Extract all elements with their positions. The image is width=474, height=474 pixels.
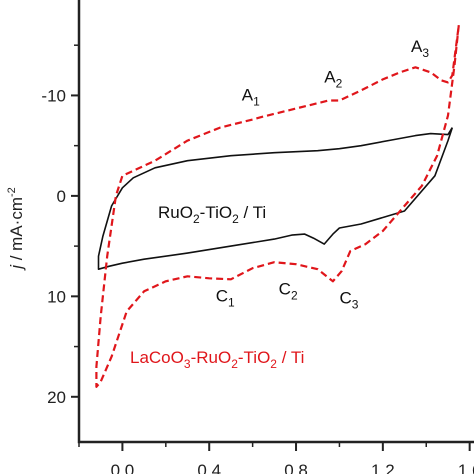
y-tick-label: 20 (47, 388, 66, 407)
y-axis-ticks: -10 0 10 20 (41, 44, 79, 407)
x-tick-label: 1.6 (458, 461, 474, 474)
axis-frame (77, 0, 474, 444)
series-line-ruo2-tio2 (97, 127, 454, 270)
peak-annotation: C1 (216, 286, 235, 309)
y-tick-label: 10 (47, 287, 66, 306)
x-tick-label: 0.0 (111, 461, 135, 474)
y-tick-label: 0 (57, 187, 66, 206)
x-axis-ticks: 0.0 0.4 0.8 1.2 1.6 (78, 442, 474, 474)
series-line-lacoo3-ruo2-tio2 (95, 24, 460, 388)
peak-annotation: A2 (324, 67, 342, 90)
plot-area: -10 0 10 20 0.0 0.4 0.8 1.2 1.6 A1 A2 A3 C1 C2 C3 j … (6, 0, 474, 474)
y-axis-label: j / mA·cm-2 (6, 187, 26, 271)
peak-annotation: A3 (411, 37, 429, 60)
series-layer (95, 24, 460, 388)
x-tick-label: 0.8 (284, 461, 308, 474)
series-label-ruo2-tio2: RuO2-TiO2 / Ti (158, 203, 266, 226)
series-label-lacoo3-ruo2-tio2: LaCoO3-RuO2-TiO2 / Ti (130, 348, 304, 371)
peak-annotation: C3 (339, 288, 358, 311)
x-tick-label: 0.4 (197, 461, 221, 474)
y-tick-label: -10 (41, 86, 66, 105)
annotation-layer: A1 A2 A3 C1 C2 C3 (216, 37, 430, 311)
peak-annotation: C2 (279, 279, 298, 302)
peak-annotation: A1 (242, 85, 260, 108)
x-tick-label: 1.2 (371, 461, 395, 474)
